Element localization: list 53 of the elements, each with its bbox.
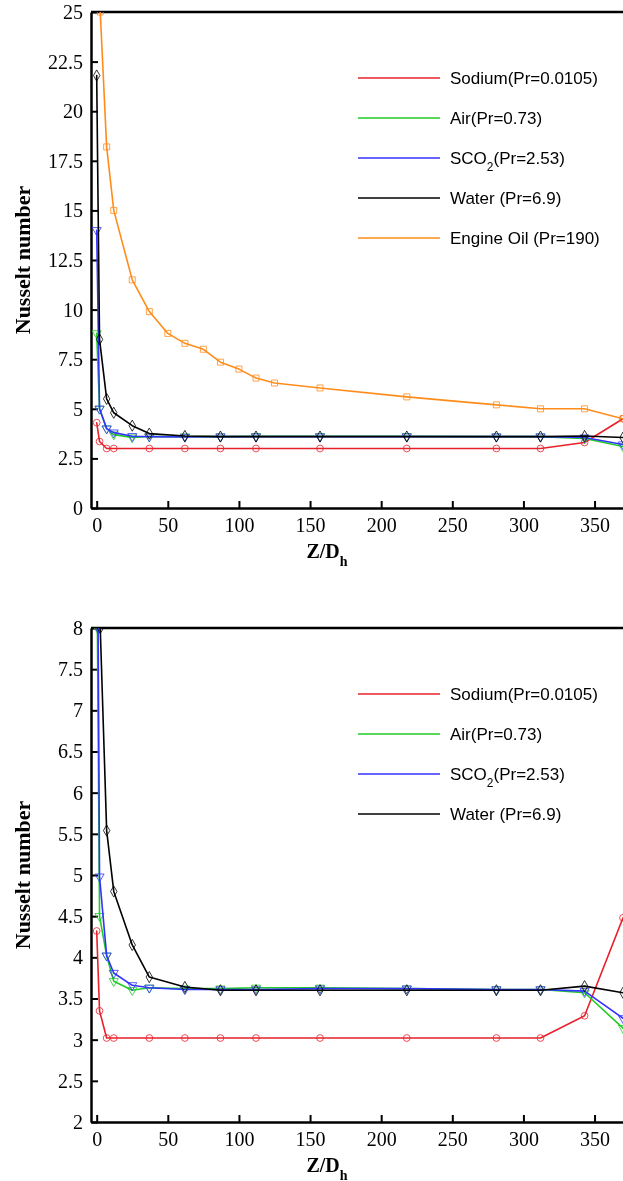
legend-label: SCO$_{2}$(Pr=2.53) bbox=[450, 149, 565, 174]
x-axis-title: Z/D$_{h}$ bbox=[306, 1154, 348, 1181]
legend-label: Engine Oil (Pr=190) bbox=[450, 229, 600, 248]
y-tick-label: 3.5 bbox=[58, 987, 83, 1010]
y-tick-label: 7.5 bbox=[58, 658, 83, 681]
y-tick-label: 17.5 bbox=[48, 149, 83, 172]
x-tick-label: 100 bbox=[224, 1128, 255, 1151]
y-tick-label: 10 bbox=[63, 298, 83, 321]
y-tick-label: 5 bbox=[73, 863, 83, 886]
y-tick-label: 7.5 bbox=[58, 348, 83, 371]
y-tick-label: 20 bbox=[63, 100, 83, 123]
y-tick-label: 2.5 bbox=[58, 447, 83, 470]
x-tick-label: 300 bbox=[508, 1128, 539, 1151]
x-tick-label: 350 bbox=[580, 514, 611, 537]
x-tick-label: 200 bbox=[366, 514, 397, 537]
x-tick-label: 150 bbox=[295, 1128, 326, 1151]
x-tick-label: 0 bbox=[92, 1128, 103, 1151]
x-tick-label: 150 bbox=[295, 514, 326, 537]
y-axis-title: Nusselt number bbox=[10, 185, 35, 335]
y-tick-label: 2.5 bbox=[58, 1069, 83, 1092]
y-tick-label: 5.5 bbox=[58, 822, 83, 845]
x-tick-label: 50 bbox=[158, 1128, 179, 1151]
x-tick-label: 250 bbox=[437, 514, 468, 537]
x-tick-label: 200 bbox=[366, 1128, 397, 1151]
y-tick-label: 15 bbox=[63, 199, 83, 222]
y-tick-label: 3 bbox=[73, 1028, 83, 1051]
x-tick-label: 0 bbox=[92, 514, 103, 537]
y-tick-label: 6.5 bbox=[58, 740, 83, 763]
legend-label: Water (Pr=6.9) bbox=[450, 189, 562, 208]
legend-label: Air(Pr=0.73) bbox=[450, 725, 543, 744]
y-tick-label: 22.5 bbox=[48, 50, 83, 73]
y-tick-label: 0 bbox=[73, 496, 83, 519]
legend-label: SCO$_{2}$(Pr=2.53) bbox=[450, 765, 565, 790]
x-tick-label: 50 bbox=[158, 514, 179, 537]
x-tick-label: 350 bbox=[580, 1128, 611, 1151]
y-tick-label: 5 bbox=[73, 397, 83, 420]
legend-label: Air(Pr=0.73) bbox=[450, 109, 543, 128]
y-tick-label: 6 bbox=[73, 781, 83, 804]
y-tick-label: 25 bbox=[63, 0, 83, 23]
y-tick-label: 7 bbox=[73, 699, 83, 722]
y-axis-title: Nusselt number bbox=[10, 800, 35, 950]
legend-label: Sodium(Pr=0.0105) bbox=[450, 69, 598, 88]
x-tick-label: 100 bbox=[224, 514, 255, 537]
y-tick-label: 8 bbox=[73, 616, 83, 639]
x-tick-label: 300 bbox=[508, 514, 539, 537]
x-axis-title: Z/D$_{h}$ bbox=[306, 540, 348, 569]
y-tick-label: 4 bbox=[73, 946, 83, 969]
legend-label: Sodium(Pr=0.0105) bbox=[450, 685, 598, 704]
legend-label: Water (Pr=6.9) bbox=[450, 805, 562, 824]
y-tick-label: 2 bbox=[73, 1110, 83, 1133]
y-tick-label: 4.5 bbox=[58, 905, 83, 928]
x-tick-label: 250 bbox=[437, 1128, 468, 1151]
y-tick-label: 12.5 bbox=[48, 248, 83, 271]
